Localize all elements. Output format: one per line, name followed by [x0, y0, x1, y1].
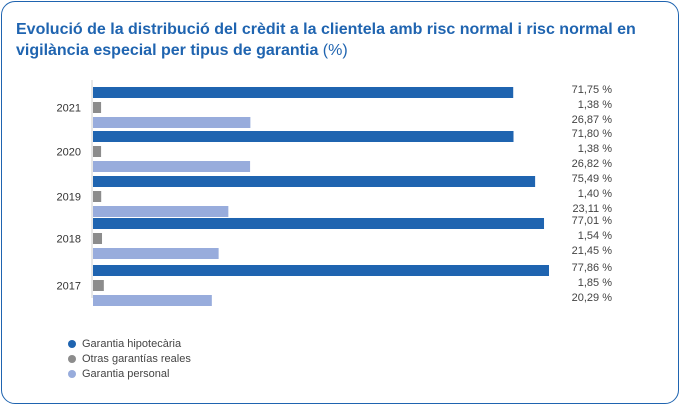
category-label-2020: 2020: [57, 147, 81, 159]
bar-2019-series-3: [93, 206, 229, 217]
data-label-2020-series-2: 1,38 %: [578, 143, 612, 155]
bar-2017-series-1: [93, 265, 549, 276]
bar-2018-series-1: [93, 218, 545, 229]
legend-label-2: Otras garantías reales: [82, 352, 191, 365]
bar-2019-series-1: [93, 176, 536, 187]
legend-item-2: Otras garantías reales: [68, 351, 191, 366]
legend-label-3: Garantia personal: [82, 367, 170, 380]
data-label-2020-series-3: 26,82 %: [572, 158, 613, 170]
category-label-2017: 2017: [57, 281, 81, 293]
chart-card: Evolució de la distribució del crèdit a …: [1, 1, 679, 404]
bar-2019-series-2: [93, 191, 102, 202]
data-label-2021-series-2: 1,38 %: [578, 99, 612, 111]
data-label-2019-series-2: 1,40 %: [578, 188, 612, 200]
chart-title-text: Evolució de la distribució del crèdit a …: [16, 21, 636, 59]
chart-title: Evolució de la distribució del crèdit a …: [16, 19, 656, 61]
legend-label-1: Garantia hipotecària: [82, 337, 182, 350]
data-label-2021-series-3: 26,87 %: [572, 114, 613, 126]
legend-swatch-3: [68, 369, 76, 378]
bar-2021-series-3: [93, 117, 251, 128]
bar-2021-series-2: [93, 102, 102, 113]
bar-2017-series-3: [93, 295, 212, 306]
data-label-2017-series-2: 1,85 %: [578, 277, 612, 289]
bar-2017-series-2: [93, 280, 104, 291]
data-label-2018-series-3: 21,45 %: [572, 245, 613, 257]
legend-swatch-1: [68, 339, 76, 348]
data-label-2017-series-3: 20,29 %: [572, 292, 613, 304]
category-label-2021: 2021: [57, 103, 81, 115]
legend-swatch-2: [68, 354, 76, 363]
data-label-2019-series-3: 23,11 %: [572, 203, 612, 215]
category-label-2018: 2018: [57, 234, 81, 246]
bar-2021-series-1: [93, 87, 514, 98]
data-label-2018-series-2: 1,54 %: [578, 230, 612, 242]
data-label-2020-series-1: 71,80 %: [572, 128, 613, 140]
legend-item-1: Garantia hipotecària: [68, 336, 191, 351]
chart-legend: Garantia hipotecària Otras garantías real…: [68, 336, 191, 381]
data-label-2019-series-1: 75,49 %: [572, 173, 613, 185]
data-label-2021-series-1: 71,75 %: [572, 84, 613, 96]
category-label-2019: 2019: [57, 192, 81, 204]
bar-2020-series-3: [93, 161, 251, 172]
bar-2018-series-2: [93, 233, 103, 244]
data-label-2017-series-1: 77,86 %: [572, 262, 613, 274]
bar-2020-series-2: [93, 146, 102, 157]
bar-2018-series-3: [93, 248, 219, 259]
data-label-2018-series-1: 77,01 %: [572, 215, 613, 227]
legend-item-3: Garantia personal: [68, 366, 191, 381]
chart-title-unit: (%): [322, 42, 348, 59]
bar-2020-series-1: [93, 131, 514, 142]
